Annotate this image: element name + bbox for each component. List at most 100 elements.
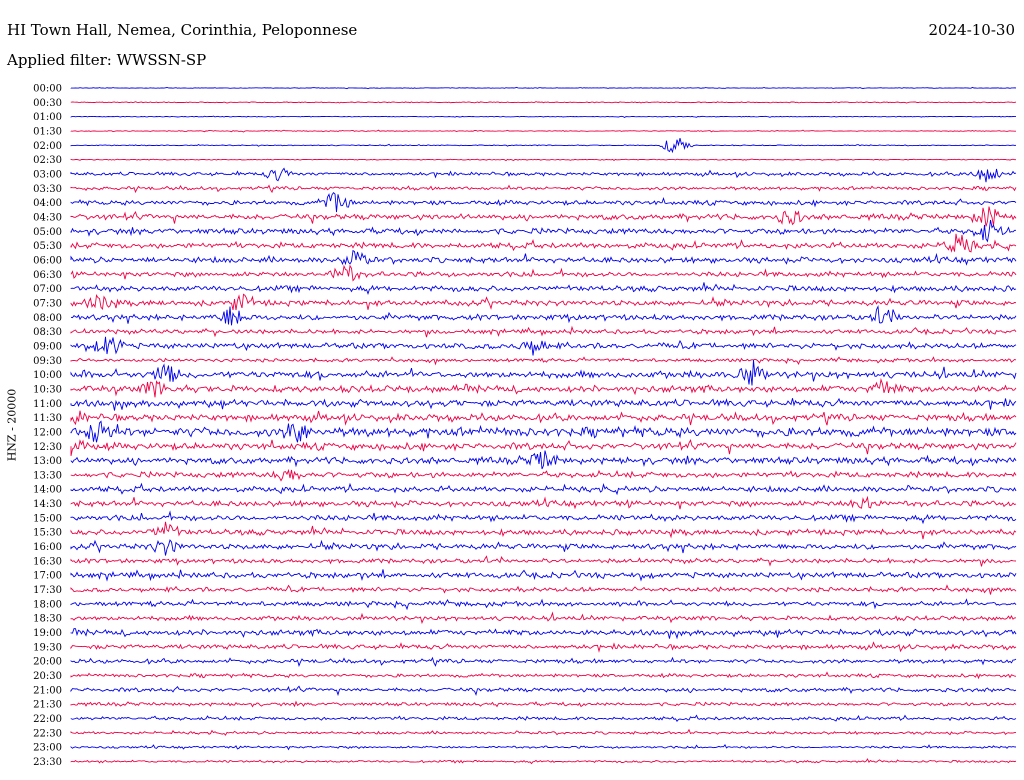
row-time-label: 12:00 <box>33 427 62 438</box>
row-time-label: 19:00 <box>33 628 62 639</box>
seismogram-trace <box>70 101 1017 104</box>
row-time-label: 01:00 <box>33 112 62 123</box>
row-time-label: 04:00 <box>33 198 62 209</box>
row-time-label: 14:30 <box>33 499 62 510</box>
row-time-label: 08:00 <box>33 313 62 324</box>
seismogram-trace <box>70 129 1016 133</box>
seismogram-trace <box>70 293 1017 311</box>
row-time-label: 06:00 <box>33 255 62 266</box>
row-time-label: 13:00 <box>33 456 62 467</box>
row-time-label: 15:00 <box>33 513 62 524</box>
seismogram-trace <box>70 184 1017 194</box>
row-time-label: 16:00 <box>33 542 62 553</box>
seismogram-trace <box>70 115 1016 119</box>
seismogram-trace <box>70 671 1017 680</box>
row-time-label: 20:30 <box>33 671 62 682</box>
row-time-label: 07:30 <box>33 298 62 309</box>
row-time-label: 10:00 <box>33 370 62 381</box>
row-time-label: 11:00 <box>33 399 62 410</box>
row-time-label: 13:30 <box>33 470 62 481</box>
row-time-label: 21:30 <box>33 700 62 711</box>
row-time-label: 18:00 <box>33 599 62 610</box>
row-time-label: 02:00 <box>33 141 62 152</box>
row-time-label: 23:30 <box>33 757 62 768</box>
seismogram-trace <box>70 743 1017 751</box>
row-time-label: 04:30 <box>33 212 62 223</box>
seismogram-trace <box>70 158 1016 162</box>
row-time-label: 22:00 <box>33 714 62 725</box>
seismogram-trace <box>70 728 1017 736</box>
seismogram-trace <box>70 264 1017 282</box>
row-time-label: 14:00 <box>33 485 62 496</box>
seismogram-trace <box>70 521 1017 540</box>
seismogram-trace <box>70 584 1017 595</box>
seismogram-trace <box>70 482 1017 496</box>
seismogram-trace <box>70 336 1017 356</box>
seismogram-trace <box>70 685 1017 697</box>
seismogram-trace <box>70 714 1017 722</box>
seismogram-trace <box>70 438 1017 456</box>
seismogram-trace <box>70 569 1017 582</box>
seismogram-trace <box>70 377 1017 398</box>
row-time-label: 12:30 <box>33 442 62 453</box>
row-time-label: 16:30 <box>33 556 62 567</box>
row-time-label: 06:30 <box>33 270 62 281</box>
row-time-label: 03:00 <box>33 169 62 180</box>
seismogram-trace <box>70 410 1017 426</box>
seismogram-trace <box>70 758 1017 765</box>
seismogram-trace <box>70 192 1017 213</box>
seismogram-trace <box>70 628 1017 640</box>
row-time-label: 02:30 <box>33 155 62 166</box>
row-time-label: 07:00 <box>33 284 62 295</box>
row-time-label: 10:30 <box>33 384 62 395</box>
row-time-label: 09:00 <box>33 341 62 352</box>
seismogram-trace <box>70 611 1017 625</box>
row-time-label: 00:00 <box>33 84 62 95</box>
seismogram-trace <box>70 598 1017 611</box>
row-time-label: 01:30 <box>33 126 62 137</box>
seismogram-trace <box>70 219 1016 243</box>
seismogram-trace <box>70 641 1017 653</box>
seismogram-trace <box>70 249 1017 266</box>
row-time-label: 23:00 <box>33 743 62 754</box>
station-title: HI Town Hall, Nemea, Corinthia, Peloponn… <box>7 21 358 39</box>
row-time-label: 11:30 <box>33 413 62 424</box>
row-time-label: 19:30 <box>33 642 62 653</box>
seismogram-trace <box>70 137 1017 154</box>
seismogram-trace <box>70 656 1017 667</box>
seismogram-trace <box>70 420 1017 443</box>
row-time-label: 15:30 <box>33 528 62 539</box>
row-time-label: 20:00 <box>33 657 62 668</box>
seismogram-trace <box>70 468 1017 482</box>
row-time-label: 21:00 <box>33 685 62 696</box>
seismogram-trace <box>70 304 1017 326</box>
seismogram-trace <box>70 700 1017 708</box>
seismogram-trace <box>70 233 1017 253</box>
seismogram-trace <box>70 450 1017 470</box>
seismogram-trace <box>70 397 1017 411</box>
seismogram-trace <box>70 356 1017 366</box>
row-time-label: 05:00 <box>33 227 62 238</box>
row-time-label: 18:30 <box>33 614 62 625</box>
seismogram-trace <box>70 539 1017 556</box>
seismogram-trace <box>70 510 1017 525</box>
filter-label: Applied filter: WWSSN-SP <box>7 51 207 69</box>
row-time-label: 17:00 <box>33 571 62 582</box>
seismogram-trace <box>70 282 1017 295</box>
row-time-label: 09:30 <box>33 356 62 367</box>
seismogram-trace <box>70 555 1017 567</box>
row-time-label: 03:30 <box>33 184 62 195</box>
seismogram-trace <box>70 495 1017 510</box>
seismogram-trace <box>70 86 1017 90</box>
row-time-label: 08:30 <box>33 327 62 338</box>
date-label: 2024-10-30 <box>928 21 1015 39</box>
row-time-label: 17:30 <box>33 585 62 596</box>
seismogram-trace <box>70 206 1017 227</box>
row-time-label: 22:30 <box>33 728 62 739</box>
seismogram-trace <box>70 325 1017 338</box>
row-time-label: 05:30 <box>33 241 62 252</box>
seismogram-trace <box>70 167 1017 183</box>
row-time-label: 00:30 <box>33 98 62 109</box>
seismogram-trace <box>70 359 1017 386</box>
